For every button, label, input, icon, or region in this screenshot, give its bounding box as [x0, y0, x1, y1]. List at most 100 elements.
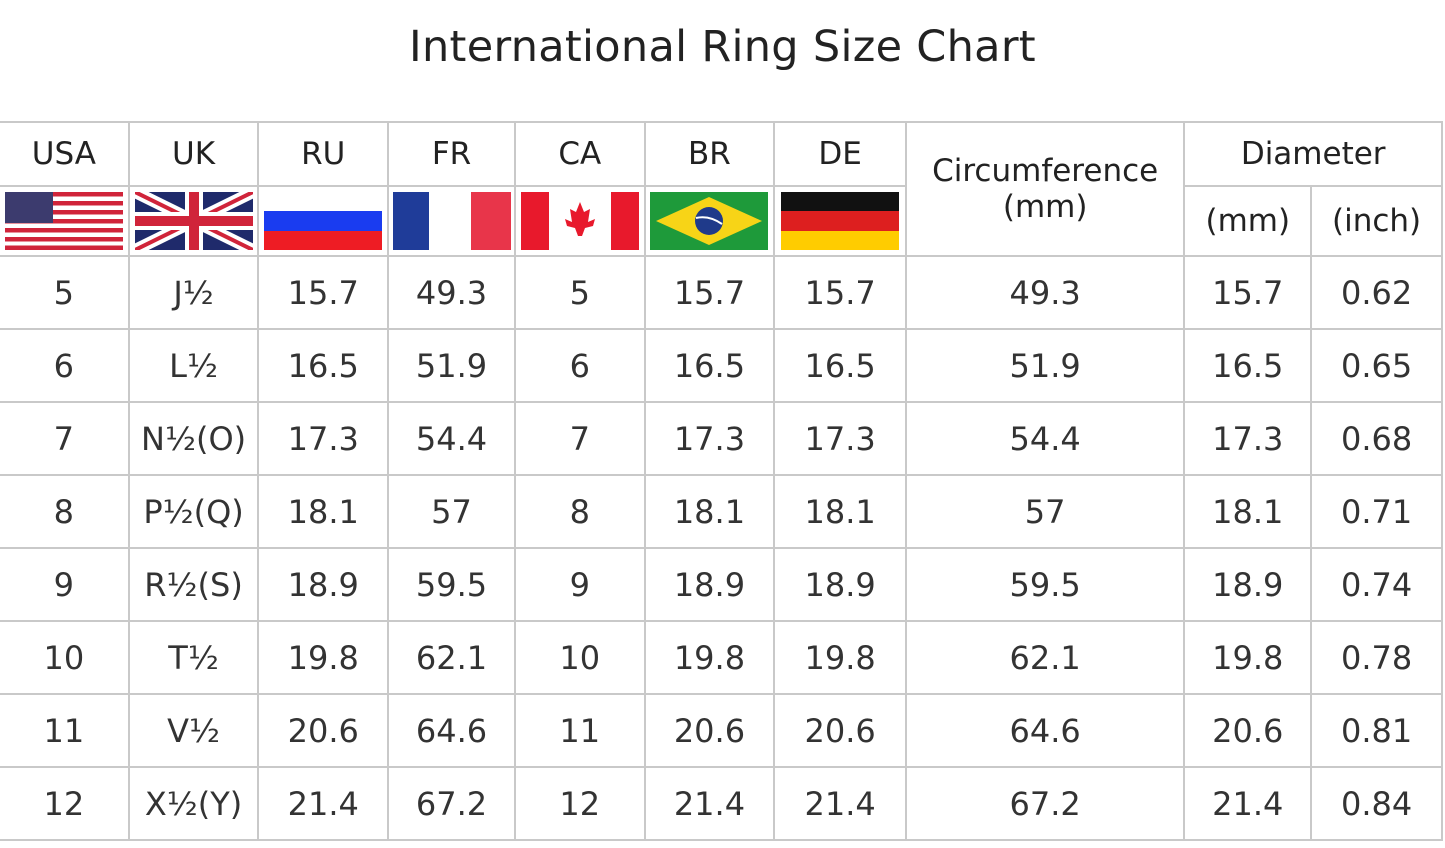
table-row: 10 T½ 19.8 62.1 10 19.8 19.8 62.1 19.8 0.78 [0, 620, 1443, 695]
cell-ru: 15.7 [257, 255, 390, 330]
cell-dmm: 21.4 [1183, 766, 1313, 841]
table-row: 7 N½(O) 17.3 54.4 7 17.3 17.3 54.4 17.3 0.68 [0, 401, 1443, 476]
cell-dmm: 20.6 [1183, 693, 1313, 768]
cell-fr: 59.5 [387, 547, 516, 622]
cell-de: 19.8 [773, 620, 907, 695]
cell-ca: 5 [513, 255, 646, 330]
table-row: 5 J½ 15.7 49.3 5 15.7 15.7 49.3 15.7 0.62 [0, 255, 1443, 330]
cell-din: 0.62 [1310, 255, 1443, 330]
cell-de: 18.1 [773, 474, 907, 549]
cell-fr: 54.4 [387, 401, 516, 476]
cell-din: 0.68 [1310, 401, 1443, 476]
cell-de: 16.5 [773, 328, 907, 403]
cell-ru: 19.8 [257, 620, 390, 695]
cell-ru: 16.5 [257, 328, 390, 403]
cell-br: 20.6 [643, 693, 776, 768]
cell-din: 0.71 [1310, 474, 1443, 549]
cell-din: 0.78 [1310, 620, 1443, 695]
cell-fr: 49.3 [387, 255, 516, 330]
cell-ca: 8 [513, 474, 646, 549]
cell-dmm: 18.1 [1183, 474, 1313, 549]
header-de: DE [773, 121, 907, 187]
cell-ca: 12 [513, 766, 646, 841]
table-row: 12 X½(Y) 21.4 67.2 12 21.4 21.4 67.2 21.4 0.84 [0, 766, 1443, 841]
cell-ru: 17.3 [257, 401, 390, 476]
cell-circ: 67.2 [904, 766, 1186, 841]
uk-flag-icon [134, 192, 253, 250]
cell-din: 0.74 [1310, 547, 1443, 622]
cell-usa: 7 [0, 401, 130, 476]
header-fr: FR [387, 121, 516, 187]
header-diameter-mm: (mm) [1183, 185, 1313, 257]
cell-dmm: 15.7 [1183, 255, 1313, 330]
flag-cell-uk [127, 185, 260, 257]
cell-usa: 9 [0, 547, 130, 622]
france-flag-icon [392, 192, 511, 250]
germany-flag-icon [781, 192, 900, 250]
cell-uk: X½(Y) [127, 766, 260, 841]
header-usa: USA [0, 121, 130, 187]
cell-de: 17.3 [773, 401, 907, 476]
cell-uk: J½ [127, 255, 260, 330]
cell-dmm: 17.3 [1183, 401, 1313, 476]
flag-cell-fr [387, 185, 516, 257]
cell-fr: 51.9 [387, 328, 516, 403]
cell-usa: 8 [0, 474, 130, 549]
cell-uk: T½ [127, 620, 260, 695]
cell-br: 15.7 [643, 255, 776, 330]
cell-br: 18.9 [643, 547, 776, 622]
cell-circ: 49.3 [904, 255, 1186, 330]
cell-usa: 12 [0, 766, 130, 841]
cell-ru: 18.9 [257, 547, 390, 622]
header-ca: CA [513, 121, 646, 187]
cell-ru: 20.6 [257, 693, 390, 768]
table-row: 6 L½ 16.5 51.9 6 16.5 16.5 51.9 16.5 0.65 [0, 328, 1443, 403]
cell-ru: 18.1 [257, 474, 390, 549]
cell-uk: R½(S) [127, 547, 260, 622]
cell-ca: 9 [513, 547, 646, 622]
flag-cell-de [773, 185, 907, 257]
table-row: 11 V½ 20.6 64.6 11 20.6 20.6 64.6 20.6 0.81 [0, 693, 1443, 768]
cell-fr: 62.1 [387, 620, 516, 695]
cell-br: 18.1 [643, 474, 776, 549]
cell-din: 0.81 [1310, 693, 1443, 768]
circumference-label: Circumference [932, 153, 1159, 189]
ring-size-table: USA UK RU FR CA BR DE Circumference (mm) … [0, 121, 1443, 841]
cell-br: 21.4 [643, 766, 776, 841]
cell-ca: 7 [513, 401, 646, 476]
cell-dmm: 18.9 [1183, 547, 1313, 622]
flag-cell-ca [513, 185, 646, 257]
cell-circ: 62.1 [904, 620, 1186, 695]
cell-ca: 6 [513, 328, 646, 403]
cell-dmm: 16.5 [1183, 328, 1313, 403]
cell-dmm: 19.8 [1183, 620, 1313, 695]
cell-din: 0.84 [1310, 766, 1443, 841]
cell-uk: N½(O) [127, 401, 260, 476]
cell-de: 18.9 [773, 547, 907, 622]
cell-fr: 67.2 [387, 766, 516, 841]
header-uk: UK [127, 121, 260, 187]
cell-circ: 54.4 [904, 401, 1186, 476]
cell-de: 15.7 [773, 255, 907, 330]
header-diameter-inch: (inch) [1310, 185, 1443, 257]
cell-fr: 64.6 [387, 693, 516, 768]
table-row: 8 P½(Q) 18.1 57 8 18.1 18.1 57 18.1 0.71 [0, 474, 1443, 549]
cell-circ: 51.9 [904, 328, 1186, 403]
flag-cell-br [643, 185, 776, 257]
cell-ca: 11 [513, 693, 646, 768]
canada-flag-icon [520, 192, 639, 250]
circumference-unit: (mm) [1002, 189, 1088, 225]
flag-cell-ru [257, 185, 390, 257]
table-row: 9 R½(S) 18.9 59.5 9 18.9 18.9 59.5 18.9 0.74 [0, 547, 1443, 622]
cell-usa: 10 [0, 620, 130, 695]
cell-uk: V½ [127, 693, 260, 768]
cell-circ: 64.6 [904, 693, 1186, 768]
us-flag-icon [4, 192, 123, 250]
cell-uk: L½ [127, 328, 260, 403]
header-br: BR [643, 121, 776, 187]
cell-ca: 10 [513, 620, 646, 695]
russia-flag-icon [264, 192, 383, 250]
cell-br: 19.8 [643, 620, 776, 695]
cell-uk: P½(Q) [127, 474, 260, 549]
cell-de: 20.6 [773, 693, 907, 768]
